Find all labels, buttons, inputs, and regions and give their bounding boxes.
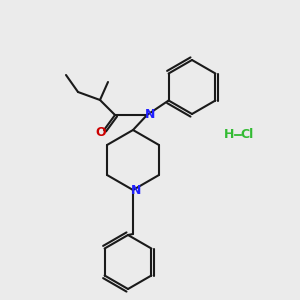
Text: N: N — [145, 107, 155, 121]
Text: Cl: Cl — [240, 128, 253, 142]
Text: O: O — [96, 125, 106, 139]
Text: N: N — [131, 184, 141, 197]
Text: H: H — [224, 128, 234, 142]
